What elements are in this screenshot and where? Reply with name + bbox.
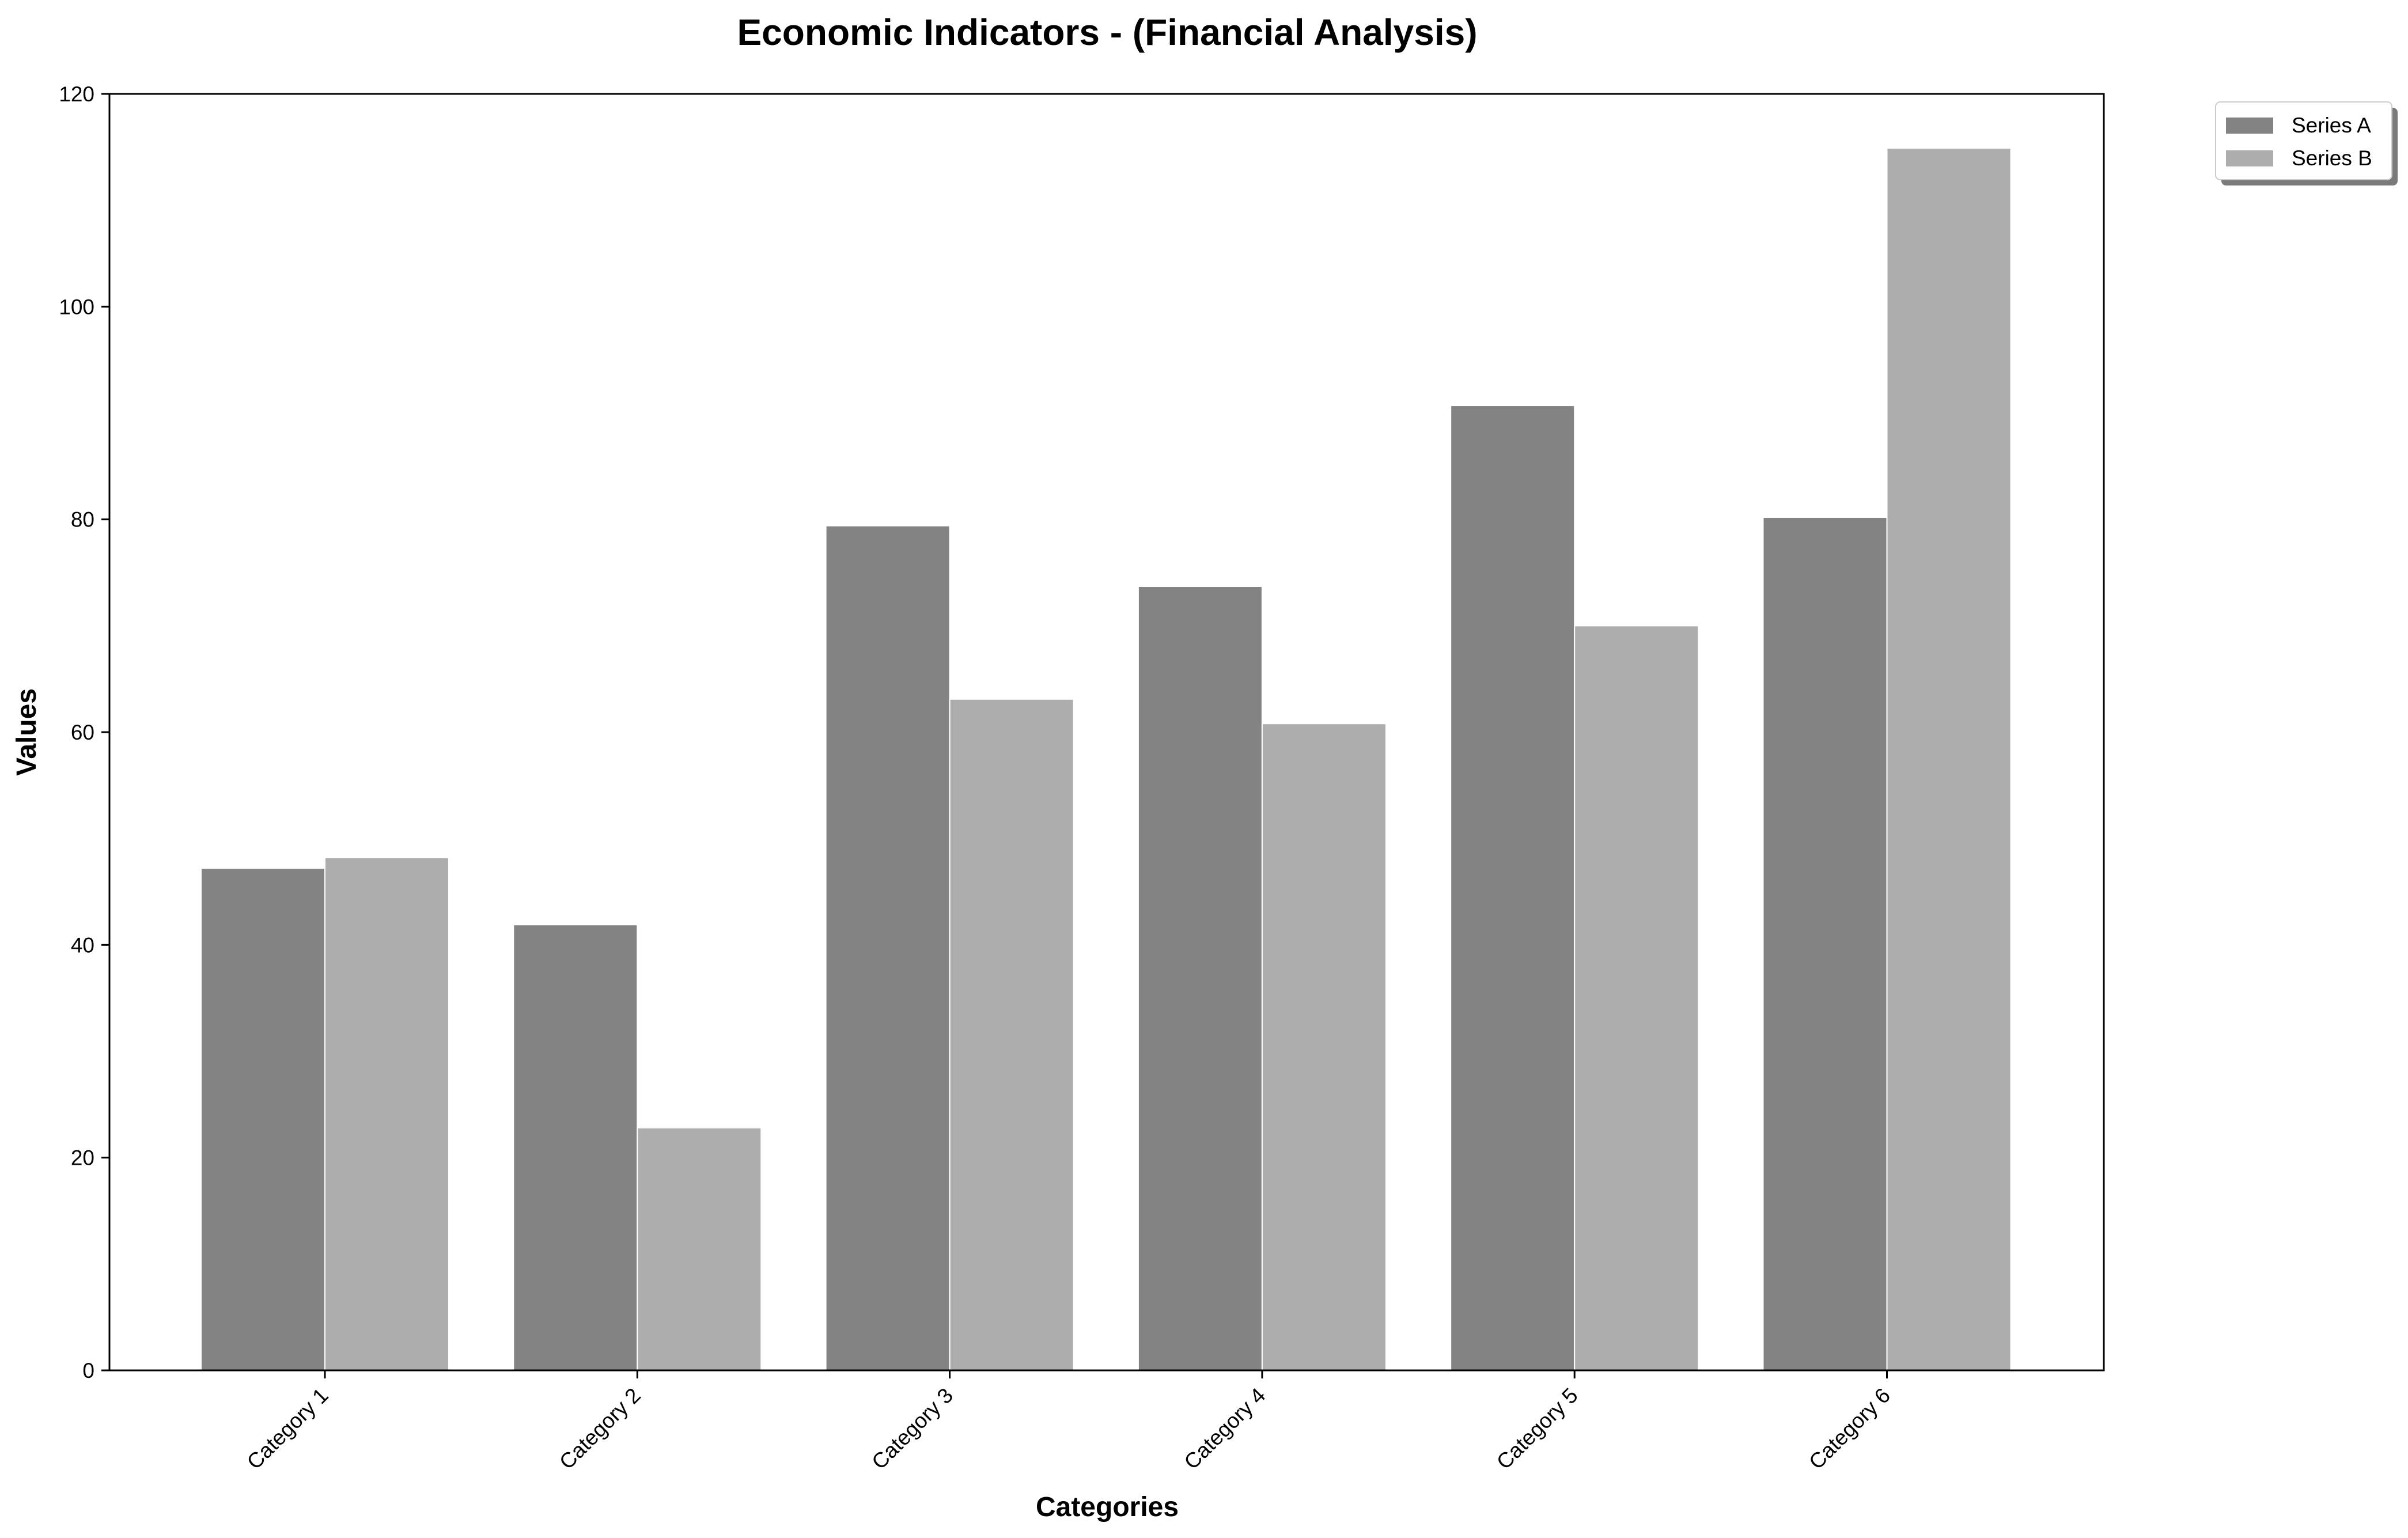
bar-series-a-4	[1137, 586, 1263, 1371]
bar-series-a-6	[1762, 516, 1888, 1371]
y-tick-label: 80	[71, 508, 94, 532]
bar-series-a-2	[513, 924, 638, 1372]
legend-swatch-series-b	[2226, 150, 2273, 166]
legend-label-series-a: Series A	[2292, 113, 2371, 137]
bar-series-b-2	[637, 1127, 762, 1371]
legend-entries: Series A Series B	[2226, 113, 2372, 170]
bar-series-b-5	[1574, 625, 1699, 1371]
bar-series-b-1	[324, 857, 449, 1371]
bars-layer	[200, 147, 2012, 1372]
y-tick-label: 20	[71, 1146, 94, 1170]
y-tick-label: 60	[71, 721, 94, 744]
legend-label-series-b: Series B	[2292, 146, 2372, 170]
bar-series-a-5	[1450, 405, 1576, 1371]
x-axis-title: Categories	[1036, 1492, 1179, 1522]
y-axis: 0 20 40 60 80 100 120	[59, 82, 109, 1382]
bar-series-a-1	[200, 868, 325, 1371]
legend-swatch-series-a	[2226, 118, 2273, 134]
bar-series-b-4	[1261, 723, 1387, 1371]
y-tick-label: 100	[59, 295, 94, 319]
bar-series-b-6	[1886, 147, 2012, 1372]
y-tick-label: 0	[82, 1359, 94, 1382]
bar-series-a-3	[825, 525, 951, 1371]
legend: Series A Series B	[2215, 101, 2398, 185]
y-tick-label: 40	[71, 933, 94, 957]
y-axis-title: Values	[12, 688, 42, 776]
y-tick-label: 120	[59, 82, 94, 106]
bar-series-b-3	[949, 698, 1074, 1371]
chart-title: Economic Indicators - (Financial Analysi…	[737, 12, 1477, 53]
